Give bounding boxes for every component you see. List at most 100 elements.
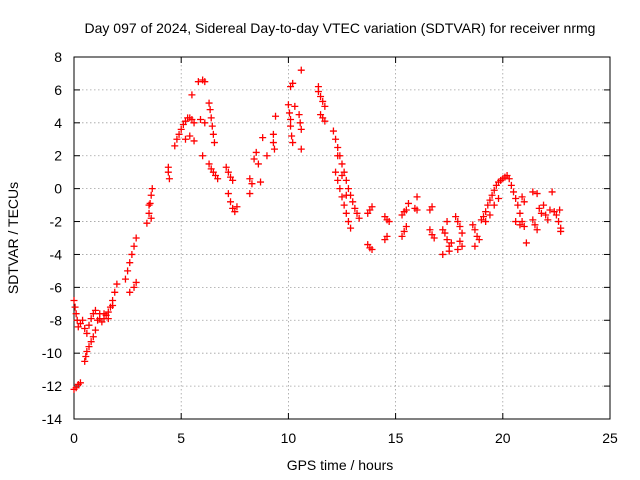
data-point bbox=[522, 239, 530, 247]
data-point bbox=[132, 278, 140, 286]
data-point bbox=[288, 132, 296, 140]
data-point bbox=[297, 66, 305, 74]
data-point bbox=[495, 195, 503, 203]
data-point bbox=[533, 190, 541, 198]
data-point bbox=[205, 160, 213, 168]
data-point bbox=[471, 226, 479, 234]
data-point bbox=[295, 111, 303, 119]
data-point bbox=[383, 232, 391, 240]
data-point bbox=[297, 125, 305, 133]
data-point bbox=[257, 178, 265, 186]
data-point bbox=[385, 218, 393, 226]
grid-lines bbox=[74, 57, 610, 419]
data-point bbox=[338, 171, 346, 179]
data-point bbox=[430, 234, 438, 242]
data-point bbox=[287, 116, 295, 124]
data-point bbox=[458, 229, 466, 237]
data-point bbox=[540, 201, 548, 209]
data-point bbox=[456, 222, 464, 230]
data-point bbox=[552, 211, 560, 219]
data-point bbox=[207, 114, 215, 122]
data-point bbox=[544, 216, 552, 224]
data-point bbox=[82, 352, 90, 360]
data-point bbox=[480, 213, 488, 221]
data-point bbox=[321, 102, 329, 110]
data-point bbox=[113, 280, 121, 288]
data-point bbox=[342, 191, 350, 199]
data-point bbox=[475, 236, 483, 244]
axis-ticks: 0 5 10 15 20 25 -14 -12 -10 -8 -6 -4 -2 0 2 4 6 8 bbox=[42, 49, 618, 446]
data-point bbox=[272, 112, 280, 120]
data-point bbox=[516, 221, 524, 229]
data-point bbox=[254, 160, 262, 168]
data-point bbox=[111, 288, 119, 296]
y-tick-label: 8 bbox=[54, 49, 62, 65]
data-point bbox=[100, 310, 108, 318]
data-point bbox=[104, 308, 112, 316]
data-point bbox=[556, 206, 564, 214]
chart-title: Day 097 of 2024, Sidereal Day-to-day VTE… bbox=[85, 20, 596, 36]
y-tick-label: -2 bbox=[50, 214, 63, 230]
data-point bbox=[214, 175, 222, 183]
data-point bbox=[349, 198, 357, 206]
data-point bbox=[340, 201, 348, 209]
data-point bbox=[482, 208, 490, 216]
data-point bbox=[210, 139, 218, 147]
data-point bbox=[364, 209, 372, 217]
data-point bbox=[535, 204, 543, 212]
data-point bbox=[194, 78, 202, 86]
x-tick-label: 25 bbox=[602, 430, 618, 446]
data-point bbox=[529, 188, 537, 196]
data-point bbox=[507, 181, 515, 189]
data-point bbox=[248, 180, 256, 188]
data-point bbox=[199, 152, 207, 160]
y-tick-label: 6 bbox=[54, 82, 62, 98]
data-point bbox=[447, 239, 455, 247]
data-point bbox=[147, 191, 155, 199]
data-point bbox=[338, 193, 346, 201]
data-point bbox=[263, 152, 271, 160]
data-point bbox=[130, 283, 138, 291]
data-point bbox=[505, 175, 513, 183]
data-point bbox=[428, 203, 436, 211]
data-point bbox=[443, 236, 451, 244]
data-point bbox=[227, 198, 235, 206]
data-point bbox=[85, 321, 93, 329]
data-point bbox=[319, 97, 327, 105]
data-point bbox=[201, 78, 209, 86]
data-point bbox=[426, 226, 434, 234]
data-point bbox=[557, 227, 565, 235]
data-point bbox=[490, 186, 498, 194]
data-point bbox=[87, 315, 95, 323]
data-point bbox=[533, 226, 541, 234]
data-point bbox=[171, 142, 179, 150]
data-point bbox=[269, 130, 277, 138]
data-point bbox=[317, 92, 325, 100]
data-point bbox=[368, 203, 376, 211]
data-point bbox=[224, 168, 232, 176]
data-point bbox=[458, 242, 466, 250]
x-axis-label: GPS time / hours bbox=[287, 457, 394, 473]
data-point bbox=[143, 219, 151, 227]
data-point bbox=[128, 250, 136, 258]
data-point bbox=[165, 175, 173, 183]
data-point bbox=[287, 122, 295, 130]
data-point bbox=[402, 206, 410, 214]
data-point bbox=[546, 206, 554, 214]
data-point bbox=[121, 275, 129, 283]
data-point bbox=[81, 325, 89, 332]
data-point bbox=[83, 329, 91, 337]
data-point bbox=[471, 242, 479, 250]
data-point bbox=[190, 119, 198, 127]
data-point bbox=[104, 315, 112, 323]
data-point bbox=[490, 201, 498, 209]
x-tick-label: 15 bbox=[388, 430, 404, 446]
data-point bbox=[413, 206, 421, 214]
data-point bbox=[173, 135, 181, 143]
data-point bbox=[329, 127, 337, 135]
data-point bbox=[486, 196, 494, 204]
data-point bbox=[452, 213, 460, 221]
data-point bbox=[344, 218, 352, 226]
data-point bbox=[520, 198, 528, 206]
data-point bbox=[351, 204, 359, 212]
